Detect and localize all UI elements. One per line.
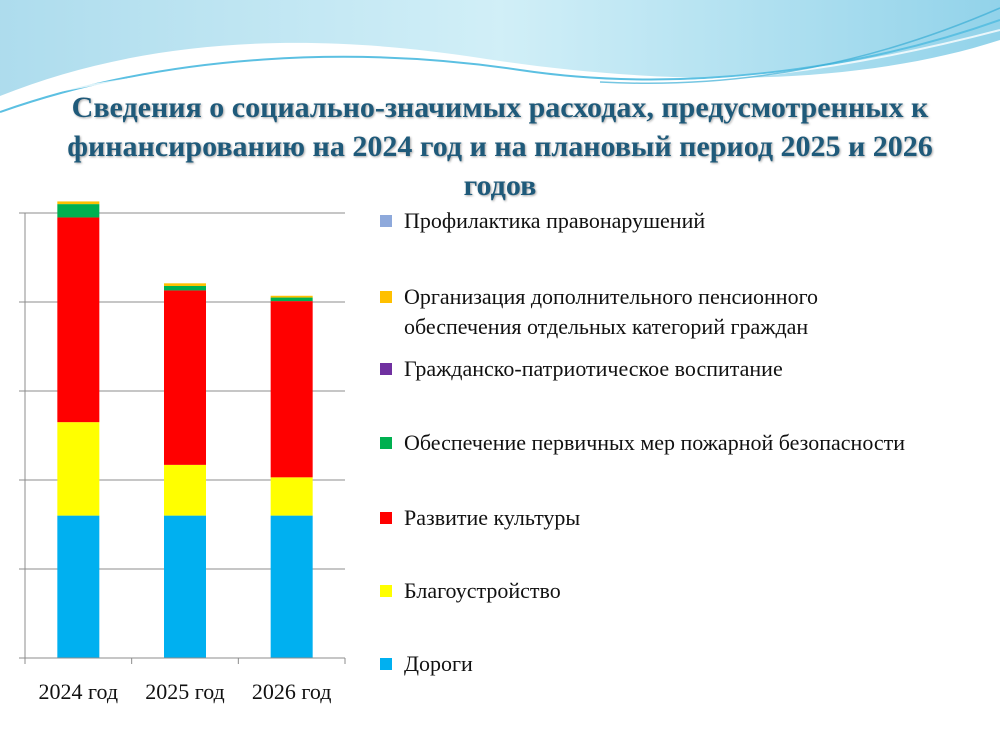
legend-label: Организация дополнительного пенсионного …	[404, 284, 819, 339]
x-axis-tick-labels: 2024 год 2025 год 2026 год	[39, 679, 332, 704]
legend-swatch	[380, 215, 392, 227]
legend-label: Обеспечение первичных мер пожарной безоп…	[404, 430, 906, 455]
bar-segment	[164, 464, 206, 516]
bar-segment	[164, 290, 206, 465]
legend-item: Гражданско-патриотическое воспитание	[380, 354, 940, 384]
bar-segment	[57, 201, 100, 205]
bar-segment	[57, 204, 100, 218]
bar-segment	[164, 283, 206, 286]
bar-segment	[270, 477, 313, 516]
bar-segment	[270, 301, 313, 478]
chart-bars	[57, 201, 313, 658]
legend-swatch	[380, 658, 392, 670]
legend-item: Дороги	[380, 649, 940, 679]
legend-item: Обеспечение первичных мер пожарной безоп…	[380, 428, 940, 458]
bar-segment	[164, 515, 206, 658]
legend-label: Дороги	[404, 651, 473, 676]
legend-item: Организация дополнительного пенсионного …	[380, 282, 940, 342]
bar-segment	[57, 515, 100, 658]
bar-segment	[270, 295, 313, 298]
legend-item: Развитие культуры	[380, 503, 940, 533]
legend-swatch	[380, 585, 392, 597]
x-tick-label: 2025 год	[145, 679, 225, 704]
legend-label: Благоустройство	[404, 578, 561, 603]
legend-label: Гражданско-патриотическое воспитание	[404, 356, 783, 381]
legend-item: Благоустройство	[380, 576, 940, 606]
chart-legend: Профилактика правонарушений Организация д…	[380, 0, 940, 750]
x-tick-label: 2024 год	[39, 679, 119, 704]
legend-label: Профилактика правонарушений	[404, 208, 706, 233]
bar-segment	[164, 285, 206, 291]
bar-segment	[57, 217, 100, 423]
legend-swatch	[380, 437, 392, 449]
bar-segment	[270, 297, 313, 302]
legend-swatch	[380, 291, 392, 303]
legend-label: Развитие культуры	[404, 505, 581, 530]
slide-title: Сведения о социально-значимых расходах, …	[67, 91, 933, 202]
x-tick-label: 2026 год	[252, 679, 332, 704]
legend-swatch	[380, 363, 392, 375]
legend-swatch	[380, 512, 392, 524]
bar-segment	[270, 515, 313, 658]
bar-segment	[57, 422, 100, 516]
chart-axes	[24, 213, 346, 664]
legend-item: Профилактика правонарушений	[380, 206, 940, 236]
